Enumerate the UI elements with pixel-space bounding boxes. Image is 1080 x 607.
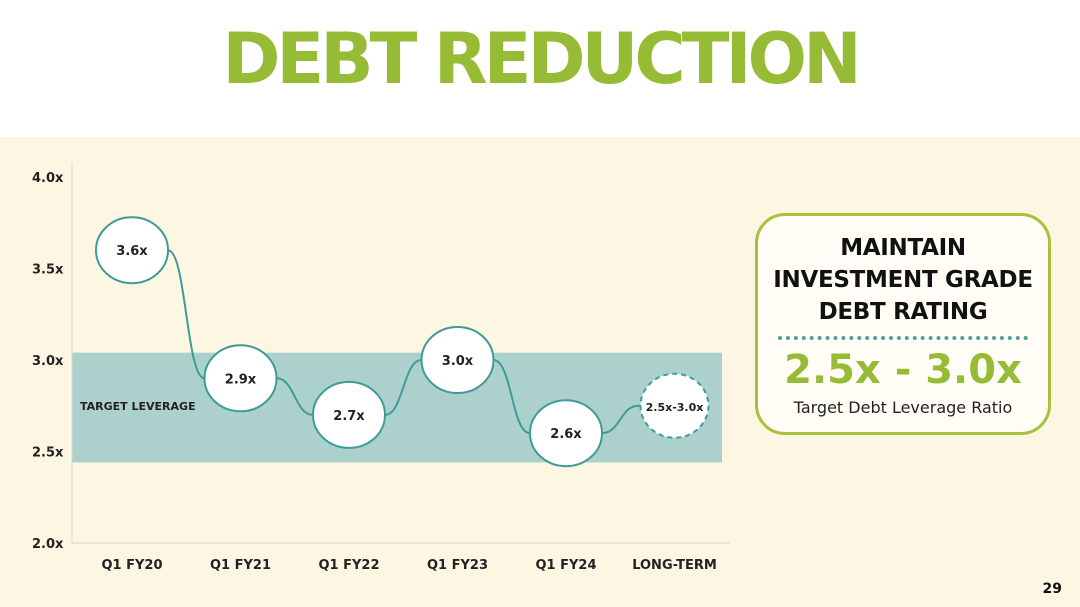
y-tick-label: 4.0x	[32, 171, 64, 186]
x-tick-label: Q1 FY23	[427, 558, 488, 573]
x-tick-label: Q1 FY21	[210, 558, 271, 573]
data-point	[639, 372, 710, 439]
data-label: 2.6x	[550, 427, 582, 442]
target-callout: MAINTAIN INVESTMENT GRADE DEBT RATING 2.…	[755, 213, 1051, 435]
target-band	[72, 352, 722, 463]
data-label: 3.0x	[442, 354, 474, 369]
callout-range: 2.5x - 3.0x	[784, 347, 1022, 393]
data-point	[420, 326, 495, 394]
page-title: DEBT REDUCTION	[222, 18, 861, 100]
x-tick-label: LONG-TERM	[632, 558, 717, 573]
y-tick-label: 3.5x	[32, 263, 64, 278]
data-point	[312, 380, 386, 449]
callout-subtitle: Target Debt Leverage Ratio	[793, 398, 1013, 417]
data-label: 2.5x-3.0x	[646, 401, 704, 414]
callout-heading-line-1: MAINTAIN	[840, 235, 966, 261]
callout-heading: MAINTAIN INVESTMENT GRADE DEBT RATING	[758, 232, 1048, 328]
data-label: 2.7x	[333, 409, 365, 424]
callout-heading-line-2: INVESTMENT GRADE	[773, 267, 1033, 293]
data-point	[95, 216, 169, 285]
y-tick-label: 2.0x	[32, 537, 64, 552]
data-point	[203, 344, 278, 413]
data-point	[529, 399, 603, 468]
x-tick-label: Q1 FY24	[535, 558, 596, 573]
callout-heading-line-3: DEBT RATING	[818, 299, 988, 325]
x-tick-label: Q1 FY20	[101, 558, 162, 573]
data-label: 2.9x	[225, 372, 257, 387]
x-tick-label: Q1 FY22	[318, 558, 379, 573]
y-tick-label: 3.0x	[32, 354, 64, 369]
target-band-label: TARGET LEVERAGE	[80, 400, 196, 413]
data-label: 3.6x	[116, 244, 148, 259]
dotted-divider	[778, 336, 1028, 340]
page-number: 29	[1042, 581, 1062, 597]
y-tick-label: 2.5x	[32, 446, 64, 461]
